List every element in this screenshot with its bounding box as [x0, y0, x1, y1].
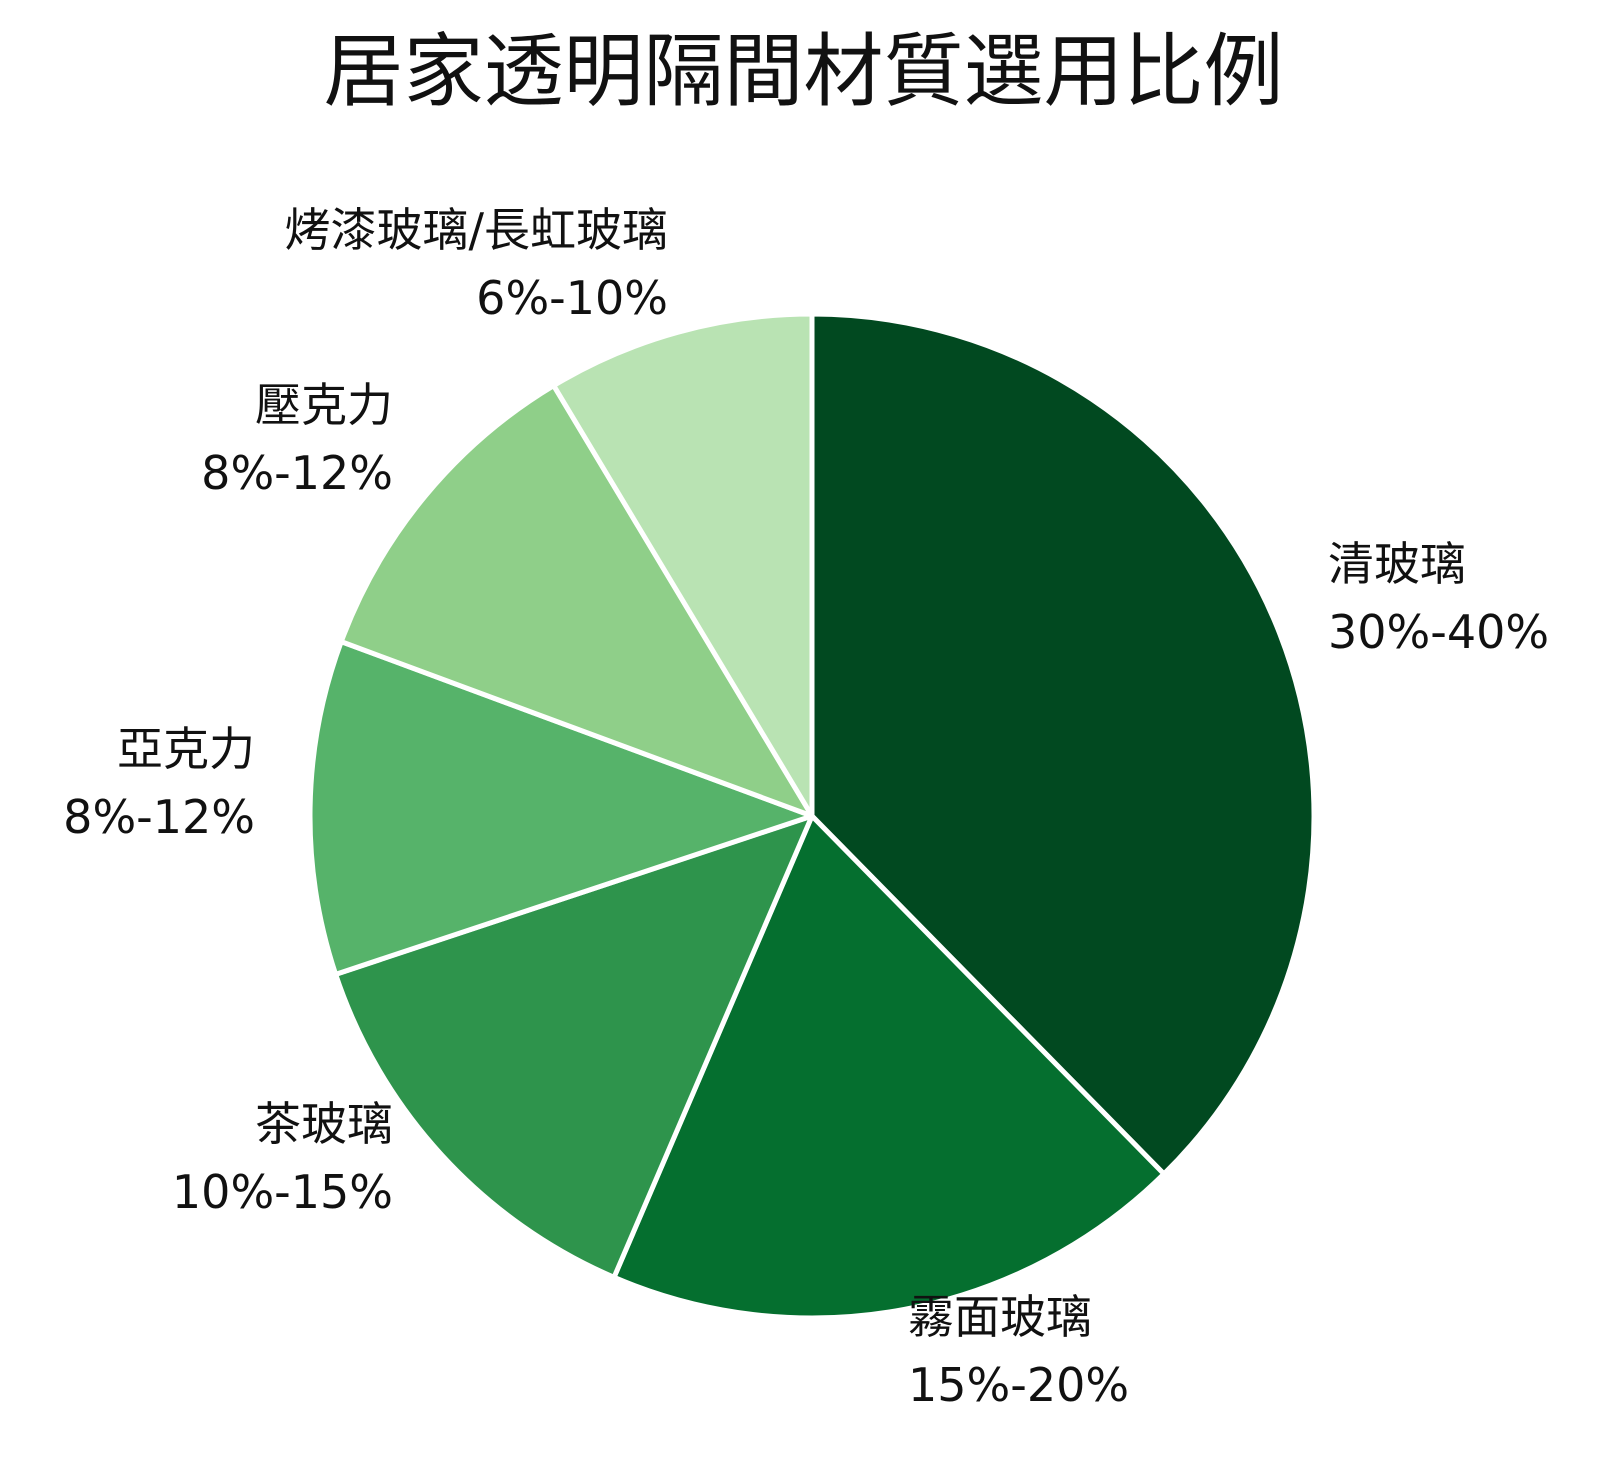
slice-label-plexiglass: 壓克力 8%-12%	[201, 371, 393, 507]
slice-name: 亞克力	[117, 722, 255, 776]
slice-name: 清玻璃	[1328, 537, 1466, 591]
slice-range: 8%-12%	[201, 446, 393, 500]
slice-plexiglass	[338, 383, 815, 819]
slice-name: 茶玻璃	[255, 1097, 393, 1151]
slice-range: 10%-15%	[171, 1165, 393, 1219]
slice-range: 15%-20%	[908, 1358, 1130, 1412]
pie-slices	[307, 311, 1317, 1321]
slice-name: 烤漆玻璃/長虹玻璃	[284, 203, 669, 257]
slice-label-lacquered-glass: 烤漆玻璃/長虹玻璃 6%-10%	[285, 196, 669, 332]
chart-title: 居家透明隔間材質選用比例	[323, 25, 1284, 118]
slice-name: 霧面玻璃	[908, 1290, 1092, 1344]
slice-label-frosted-glass: 霧面玻璃 15%-20%	[908, 1283, 1129, 1419]
slice-lacquered-glass	[551, 311, 815, 819]
slice-clear-glass	[809, 311, 1317, 1177]
slice-label-clear-glass: 清玻璃 30%-40%	[1328, 530, 1549, 666]
slice-name: 壓克力	[255, 378, 393, 432]
slice-frosted-glass	[611, 813, 1167, 1321]
slice-tinted-glass	[333, 813, 815, 1280]
slice-range: 8%-12%	[63, 790, 255, 844]
slice-range: 30%-40%	[1328, 605, 1550, 659]
slice-label-acrylic: 亞克力 8%-12%	[63, 715, 255, 851]
slice-range: 6%-10%	[476, 271, 668, 325]
slice-acrylic	[307, 639, 815, 977]
slice-label-tinted-glass: 茶玻璃 10%-15%	[172, 1090, 393, 1226]
